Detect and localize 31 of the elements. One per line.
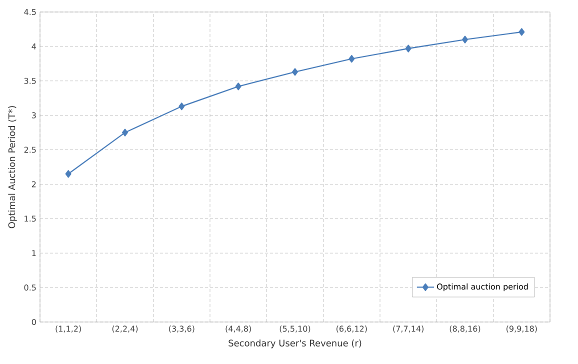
y-tick-label: 2 bbox=[32, 181, 36, 188]
x-tick-label: (6,6,12) bbox=[336, 326, 367, 333]
x-tick-label: (8,8,16) bbox=[450, 326, 480, 333]
point bbox=[462, 36, 468, 44]
point bbox=[65, 170, 72, 178]
legend-label: Optimal auction period bbox=[437, 283, 528, 292]
x-tick-label: (3,3,6) bbox=[169, 326, 194, 333]
x-tick-label: (2,2,4) bbox=[112, 326, 138, 333]
y-tick-label: 2.5 bbox=[24, 146, 36, 153]
y-axis-title: Optimal Auction Period (T*) bbox=[8, 106, 17, 228]
y-tick-label: 1 bbox=[32, 250, 36, 256]
y-tick-label: 1.5 bbox=[24, 216, 36, 222]
point bbox=[405, 44, 412, 52]
x-tick-label: (4,4,8) bbox=[226, 326, 251, 333]
x-tick-label: (9,9,18) bbox=[506, 326, 537, 333]
point bbox=[348, 55, 355, 63]
y-tick-label: 3.5 bbox=[24, 78, 36, 84]
point bbox=[292, 68, 298, 76]
point bbox=[518, 28, 525, 36]
x-tick-label: (1,1,2) bbox=[56, 326, 81, 333]
x-tick-label: (7,7,14) bbox=[393, 326, 424, 333]
point bbox=[178, 102, 185, 110]
x-axis-title: Secondary User's Revenue (r) bbox=[228, 340, 362, 348]
y-tick-label: 3 bbox=[32, 112, 36, 118]
y-tick-label: 0 bbox=[32, 318, 36, 326]
y-tick-label: 4 bbox=[32, 44, 36, 50]
point bbox=[122, 128, 128, 136]
y-tick-label: 0.5 bbox=[24, 284, 36, 291]
x-tick-label: (5,5,10) bbox=[280, 326, 310, 333]
point bbox=[235, 82, 242, 90]
y-tick-label: 4.5 bbox=[24, 9, 36, 15]
